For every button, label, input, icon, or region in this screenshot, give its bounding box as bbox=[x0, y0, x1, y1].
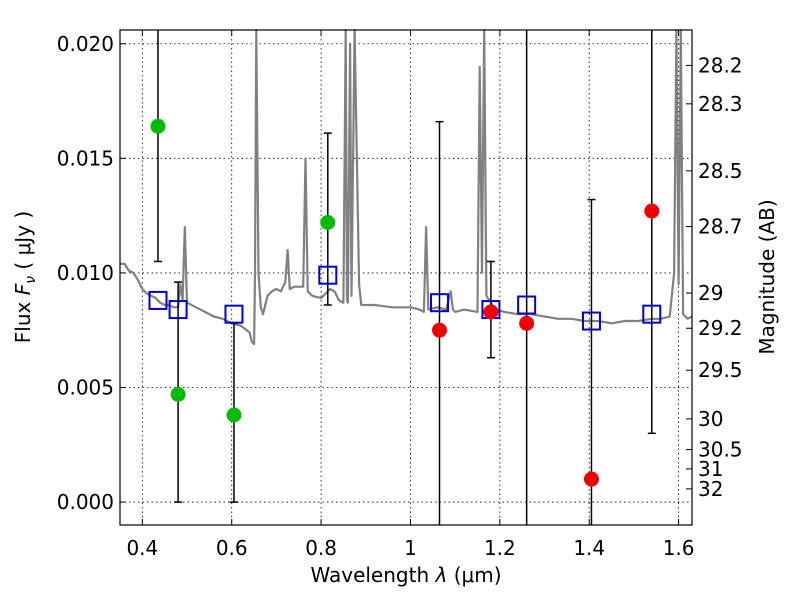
magnitude-tick-label: 32 bbox=[698, 477, 723, 501]
green-flux-point bbox=[170, 386, 186, 402]
magnitude-tick-label: 31 bbox=[698, 457, 723, 481]
plot-frame bbox=[119, 29, 693, 526]
red-flux-point bbox=[483, 304, 499, 320]
model-band-square bbox=[224, 304, 244, 324]
model-band-square bbox=[642, 304, 662, 324]
magnitude-tick-label: 28.7 bbox=[698, 215, 743, 239]
green-flux-point bbox=[320, 215, 336, 230]
magnitude-tick-label: 29.2 bbox=[698, 316, 743, 340]
magnitude-tick-label: 30.5 bbox=[698, 438, 743, 462]
y-tick-label: 0.000 bbox=[57, 490, 114, 514]
y-axis-label-right: Magnitude (AB) bbox=[755, 199, 779, 354]
green-flux-point bbox=[226, 407, 242, 423]
y-tick-label: 0.015 bbox=[57, 146, 114, 170]
x-tick-label: 1 bbox=[404, 536, 417, 560]
green-flux-point bbox=[150, 118, 166, 134]
x-tick-label: 0.4 bbox=[126, 536, 158, 560]
grid-lines bbox=[120, 30, 692, 525]
magnitude-tick-label: 28.2 bbox=[698, 53, 743, 77]
x-tick-label: 1.4 bbox=[573, 536, 605, 560]
error-bars bbox=[153, 30, 656, 525]
red-flux-point bbox=[519, 315, 535, 331]
model-band-square bbox=[318, 265, 338, 285]
model-band-square bbox=[430, 293, 450, 313]
magnitude-tick-label: 30 bbox=[698, 407, 723, 431]
x-tick-label: 0.6 bbox=[216, 536, 248, 560]
model-band-square bbox=[581, 311, 601, 331]
y-axis-label: Flux Fν ( μJy ) bbox=[11, 211, 39, 343]
model-spectrum bbox=[120, 28, 693, 346]
y-tick-label: 0.020 bbox=[57, 32, 114, 56]
x-axis-ticks: 0.4 0.6 0.8 1 1.2 1.4 1.6 bbox=[126, 30, 695, 560]
x-tick-label: 1.2 bbox=[484, 536, 516, 560]
y-axis-ticks: 0.000 0.005 0.010 0.015 0.020 bbox=[57, 32, 126, 514]
magnitude-tick-label: 28.5 bbox=[698, 159, 743, 183]
red-flux-point bbox=[583, 471, 599, 487]
model-spectrum-line bbox=[120, 28, 693, 346]
x-axis-label: Wavelength λ (μm) bbox=[310, 563, 501, 587]
model-band-square bbox=[168, 300, 188, 320]
x-tick-label: 0.8 bbox=[305, 536, 337, 560]
magnitude-tick-label: 29.5 bbox=[698, 358, 743, 382]
red-flux-point bbox=[432, 322, 448, 338]
magnitude-tick-label: 29 bbox=[698, 281, 723, 305]
model-band-square bbox=[517, 295, 537, 315]
magnitude-tick-label: 28.3 bbox=[698, 92, 743, 116]
observed-fluxes bbox=[150, 118, 660, 487]
x-tick-label: 1.6 bbox=[663, 536, 695, 560]
model-band-square bbox=[148, 290, 168, 310]
y-tick-label: 0.005 bbox=[57, 376, 114, 400]
y-tick-label: 0.010 bbox=[57, 261, 114, 285]
red-flux-point bbox=[644, 203, 660, 219]
model-band-fluxes bbox=[148, 265, 662, 331]
